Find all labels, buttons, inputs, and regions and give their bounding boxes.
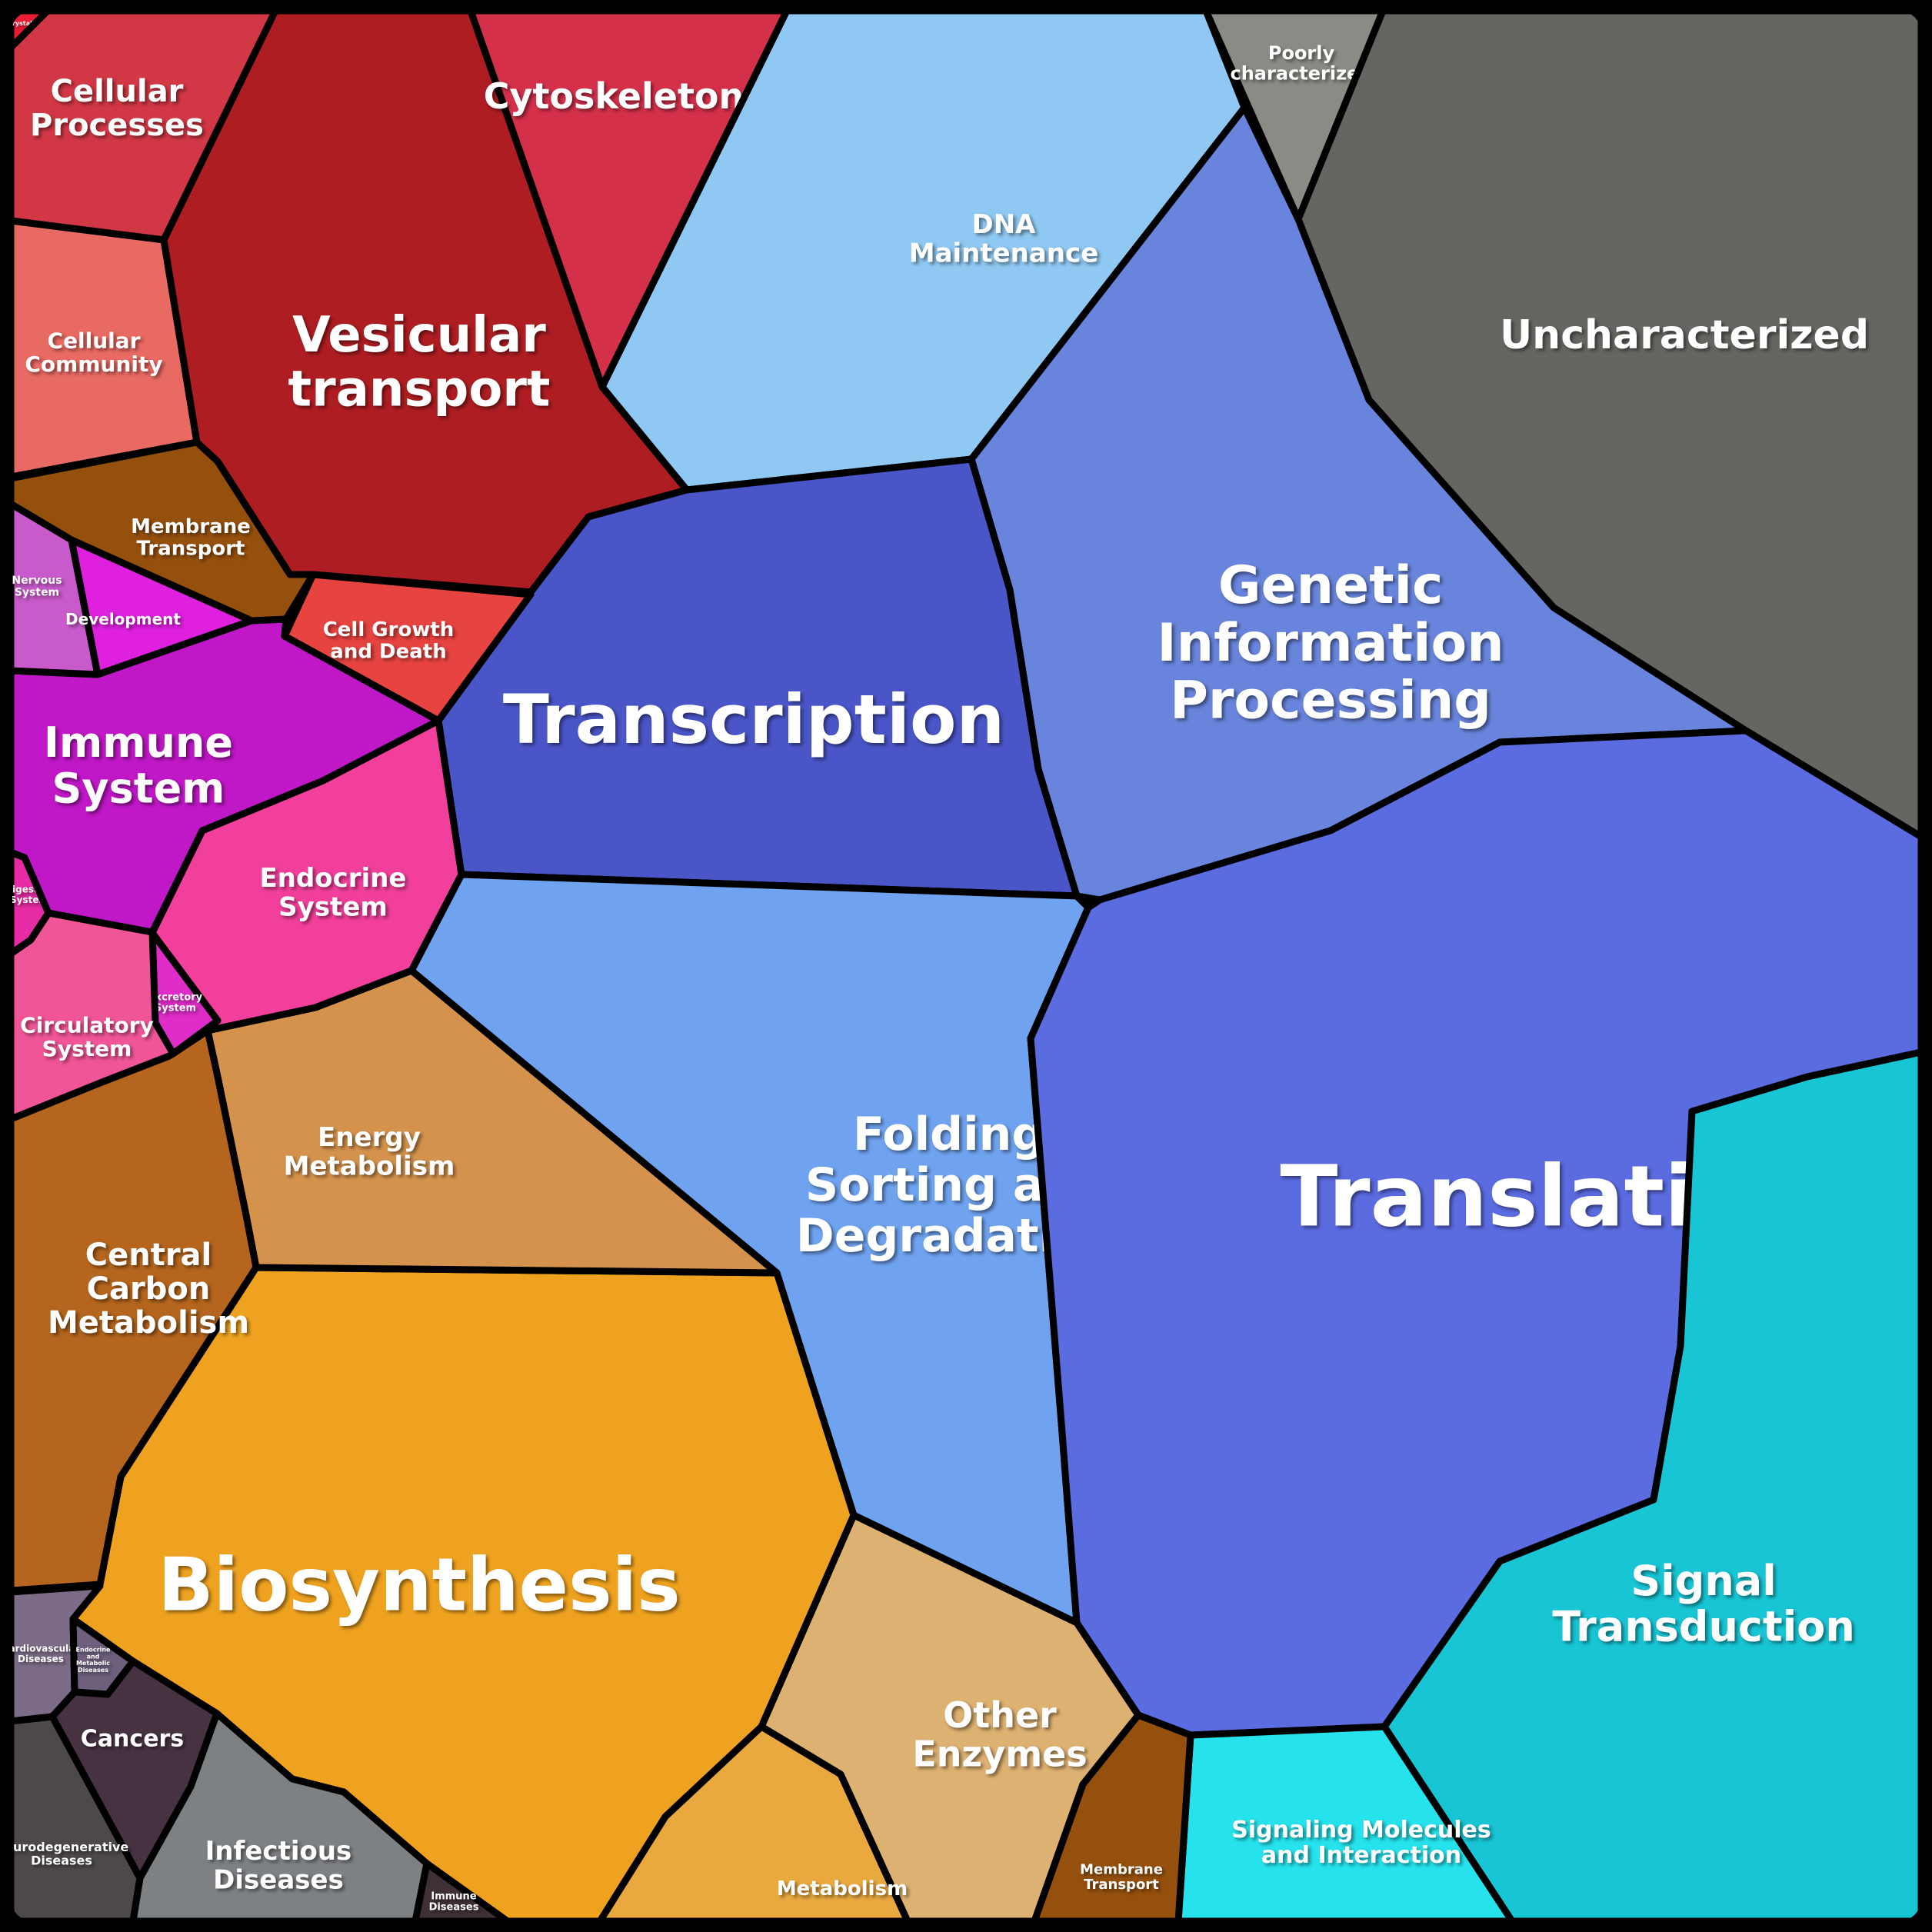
cell-cell-growth-and-death[interactable] <box>281 571 535 724</box>
